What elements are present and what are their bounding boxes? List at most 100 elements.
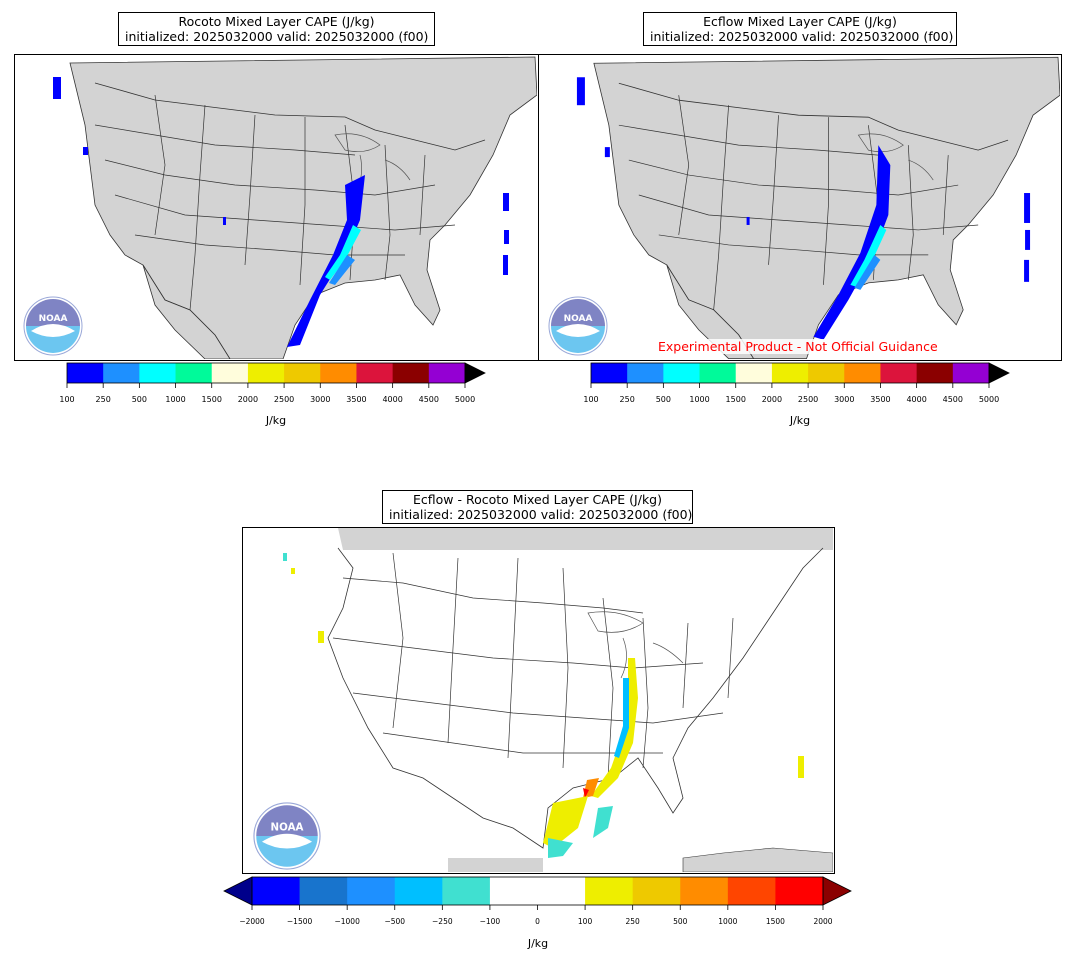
colorbar-tick-label: 100 — [578, 917, 593, 926]
colorbar-segment — [916, 363, 954, 383]
colorbar-segment — [442, 877, 491, 905]
colorbar-segment — [771, 363, 809, 383]
colorbar-segment — [844, 363, 881, 383]
colorbar-tick-label: 500 — [132, 395, 147, 404]
title-line2: initialized: 2025032000 valid: 202503200… — [125, 29, 429, 44]
colorbar-segment — [627, 363, 664, 383]
colorbar-tick-label: 1500 — [202, 395, 222, 404]
colorbar-extend-max — [464, 362, 486, 384]
colorbar-tick-label: 3000 — [310, 395, 330, 404]
colorbar-segment — [356, 363, 394, 383]
colorbar-extend-max — [988, 362, 1010, 384]
colorbar-segment — [175, 363, 213, 383]
colorbar-segment — [428, 363, 466, 383]
title-line1: Ecflow - Rocoto Mixed Layer CAPE (J/kg) — [413, 492, 662, 507]
colorbar-segment — [299, 877, 348, 905]
colorbar-tick-label: −500 — [384, 917, 405, 926]
map-rocoto — [14, 54, 539, 361]
colorbar-svg: 100 250 500 1000 1500 2000 2500 3000 3500 4000 450… — [59, 362, 486, 404]
colorbar-extend-min — [223, 876, 253, 906]
colorbar-segment — [585, 877, 634, 905]
colorbar-tick-label: 100 — [583, 395, 598, 404]
title-line1: Rocoto Mixed Layer CAPE (J/kg) — [178, 14, 375, 29]
colorbar-segment — [392, 363, 430, 383]
colorbar-tick-label: 2000 — [238, 395, 258, 404]
colorbar-tick-label: 1500 — [726, 395, 746, 404]
noaa-logo: NOAA — [17, 295, 89, 361]
colorbar-rocoto: 100 250 500 1000 1500 2000 2500 3000 3500 4000 450… — [59, 362, 496, 410]
map-canvas — [539, 55, 1060, 359]
colorbar-tick-label: 2000 — [813, 917, 832, 926]
colorbar-segment — [591, 363, 628, 383]
colorbar-segment — [247, 363, 285, 383]
colorbar-segment — [680, 877, 729, 905]
colorbar-segment — [808, 363, 845, 383]
colorbar-segment — [952, 363, 990, 383]
colorbar-tick-label: 100 — [59, 395, 74, 404]
colorbar-segment — [632, 877, 681, 905]
disclaimer-text: Experimental Product - Not Official Guid… — [658, 339, 938, 354]
svg-text:NOAA: NOAA — [271, 821, 304, 833]
colorbar-unit-label: J/kg — [789, 414, 811, 427]
colorbar-ecflow: 100 250 500 1000 1500 2000 2500 3000 3500 4000 450… — [583, 362, 1020, 410]
cape-streak — [287, 175, 365, 347]
colorbar-segment — [67, 363, 104, 383]
panel-title-rocoto: Rocoto Mixed Layer CAPE (J/kg) initializ… — [118, 12, 435, 46]
panel-title-difference: Ecflow - Rocoto Mixed Layer CAPE (J/kg) … — [382, 490, 693, 524]
colorbar-tick-label: 0 — [535, 917, 540, 926]
colorbar-segment — [139, 363, 177, 383]
colorbar-tick-label: 4000 — [906, 395, 926, 404]
title-line1: Ecflow Mixed Layer CAPE (J/kg) — [703, 14, 897, 29]
colorbar-segment — [252, 877, 301, 905]
colorbar-svg: −2000 −1500 −1000 −500 −250 −100 0 100 250 500 100… — [223, 876, 852, 926]
colorbar-segment — [284, 363, 321, 383]
colorbar-segment — [663, 363, 701, 383]
colorbar-tick-label: 500 — [673, 917, 688, 926]
colorbar-tick-label: 3500 — [870, 395, 890, 404]
noaa-logo: NOAA — [246, 800, 328, 876]
colorbar-tick-label: 1000 — [689, 395, 709, 404]
map-canvas — [15, 55, 537, 359]
colorbar-segment — [211, 363, 249, 383]
svg-text:NOAA: NOAA — [39, 314, 68, 324]
title-line2: initialized: 2025032000 valid: 202503200… — [389, 507, 693, 522]
colorbar-tick-label: −100 — [480, 917, 501, 926]
colorbar-segment — [537, 877, 586, 905]
colorbar-tick-label: 3500 — [346, 395, 366, 404]
colorbar-tick-label: 4000 — [382, 395, 402, 404]
svg-text:NOAA: NOAA — [564, 314, 593, 324]
map-ecflow — [538, 54, 1062, 361]
colorbar-extend-max — [822, 876, 852, 906]
colorbar-tick-label: 1000 — [165, 395, 185, 404]
colorbar-segment — [347, 877, 396, 905]
colorbar-segment — [735, 363, 773, 383]
colorbar-segment — [394, 877, 443, 905]
colorbar-segment — [880, 363, 918, 383]
colorbar-tick-label: 250 — [620, 395, 635, 404]
land-mass — [69, 56, 537, 359]
colorbar-tick-label: 1500 — [766, 917, 785, 926]
colorbar-tick-label: 500 — [656, 395, 671, 404]
colorbar-tick-label: 4500 — [943, 395, 963, 404]
colorbar-tick-label: 5000 — [455, 395, 475, 404]
colorbar-segment — [489, 877, 538, 905]
cape-streak — [813, 145, 891, 340]
colorbar-tick-label: −250 — [432, 917, 453, 926]
colorbar-tick-label: 1000 — [718, 917, 737, 926]
colorbar-tick-label: 250 — [626, 917, 641, 926]
colorbar-tick-label: −1000 — [334, 917, 360, 926]
difference-streak — [543, 658, 638, 858]
colorbar-segment — [775, 877, 824, 905]
colorbar-tick-label: 2500 — [274, 395, 294, 404]
colorbar-tick-label: 4500 — [419, 395, 439, 404]
colorbar-segment — [727, 877, 776, 905]
map-canvas — [243, 528, 833, 872]
colorbar-difference: −2000 −1500 −1000 −500 −250 −100 0 100 250 500 100… — [222, 874, 862, 934]
colorbar-segment — [320, 363, 357, 383]
title-line2: initialized: 2025032000 valid: 202503200… — [650, 29, 954, 44]
colorbar-unit-label: J/kg — [265, 414, 287, 427]
colorbar-tick-label: 5000 — [979, 395, 999, 404]
colorbar-segment — [103, 363, 140, 383]
colorbar-tick-label: −1500 — [287, 917, 313, 926]
panel-title-ecflow: Ecflow Mixed Layer CAPE (J/kg) initializ… — [643, 12, 957, 46]
